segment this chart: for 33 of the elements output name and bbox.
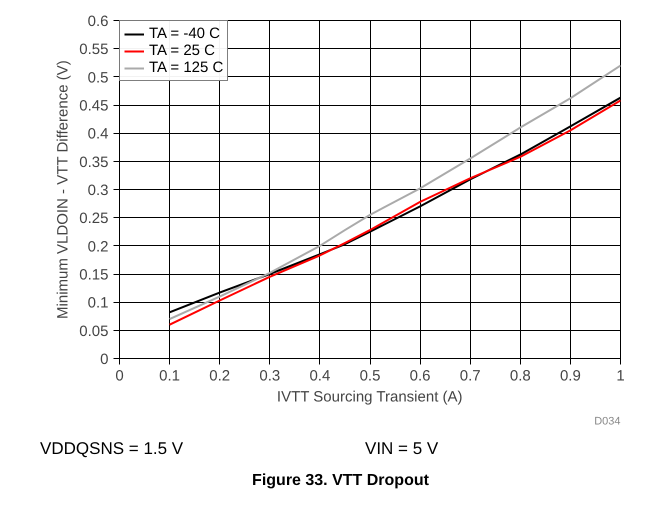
x-tick-label: 0.8 xyxy=(510,368,531,384)
y-tick-label: 0.1 xyxy=(88,294,109,312)
y-tick-label: 0.05 xyxy=(79,322,109,340)
y-tick-label: 0.55 xyxy=(79,41,109,58)
legend-label: TA = 125 C xyxy=(149,59,224,76)
x-tick-label: 0.4 xyxy=(309,368,330,384)
y-tick-label: 0.15 xyxy=(79,266,109,284)
x-tick-label: 0.9 xyxy=(560,368,581,384)
x-tick-label: 0.2 xyxy=(209,368,230,384)
y-tick-label: 0.25 xyxy=(79,210,109,228)
x-tick-label: 0.5 xyxy=(360,368,380,384)
x-tick-label: 0.3 xyxy=(259,368,280,384)
y-tick-label: 0.2 xyxy=(88,238,109,256)
y-axis-title: Minimum VLDOIN - VTT Difference (V) xyxy=(54,60,72,319)
y-tick-label: 0.5 xyxy=(88,69,109,86)
legend-label: TA = -40 C xyxy=(149,25,220,42)
y-tick-label: 0.3 xyxy=(88,182,109,199)
y-tick-label: 0.45 xyxy=(79,98,109,114)
y-tick-label: 0.4 xyxy=(88,126,109,143)
y-tick-label: 0.6 xyxy=(88,13,109,30)
x-axis-title: IVTT Sourcing Transient (A) xyxy=(276,388,463,406)
x-tick-label: 1 xyxy=(616,368,625,384)
y-tick-label: 0 xyxy=(100,351,108,368)
y-tick-label: 0.35 xyxy=(79,154,109,171)
x-tick-label: 0.6 xyxy=(410,368,431,384)
x-tick-label: 0 xyxy=(115,368,124,384)
x-tick-label: 0.1 xyxy=(159,368,180,384)
text: VDDQSNS = 1.5 V xyxy=(40,438,184,460)
text: D034 xyxy=(594,416,620,428)
x-tick-label: 0.7 xyxy=(460,368,481,384)
legend-label: TA = 25 C xyxy=(149,42,216,59)
text: Figure 33. VTT Dropout xyxy=(252,471,429,492)
text: VIN = 5 V xyxy=(365,438,438,460)
